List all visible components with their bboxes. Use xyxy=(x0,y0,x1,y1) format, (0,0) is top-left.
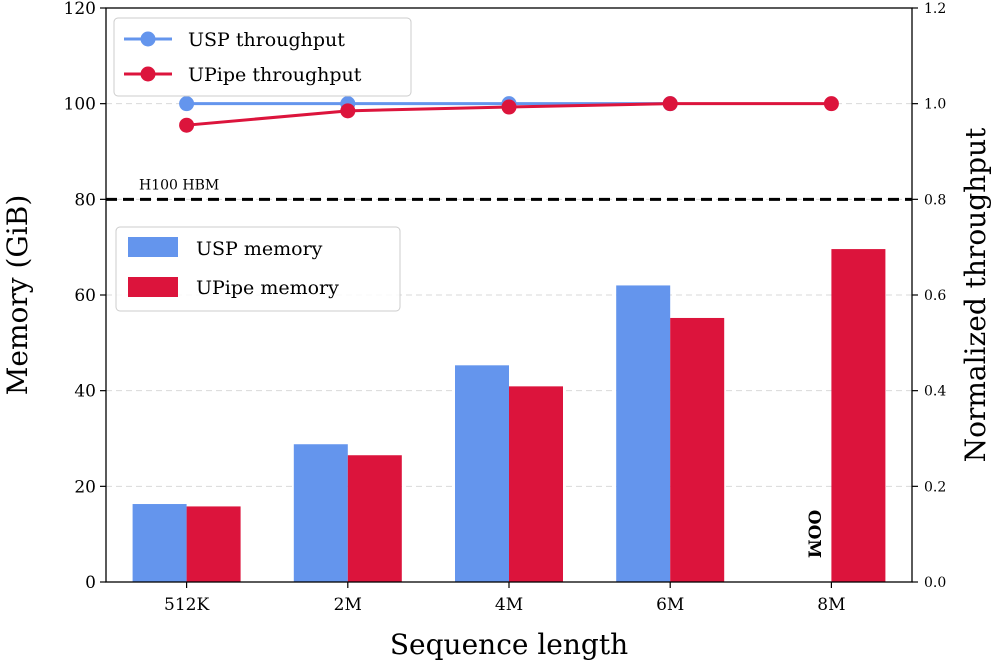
axis-ticks: 0 20 40 60 80 100 120 0.0 0.2 0.4 0.6 0.8 1.0 1.2 512K… xyxy=(64,0,947,615)
y-right-tick-label: 0.6 xyxy=(924,288,946,304)
x-tick-label: 6M xyxy=(656,595,684,615)
legend-swatch-upipe-memory xyxy=(128,277,178,297)
legend-throughput: USP throughput UPipe throughput xyxy=(113,17,412,97)
legend-label-upipe-throughput: UPipe throughput xyxy=(188,64,362,86)
y-axis-left-title: Memory (GiB) xyxy=(1,195,34,396)
legend-memory: USP memory UPipe memory xyxy=(115,226,401,312)
legend-marker-usp-throughput xyxy=(140,31,156,47)
oom-annotation: OOM xyxy=(803,510,823,559)
y-right-tick-label: 1.0 xyxy=(924,97,946,113)
x-tick-label: 4M xyxy=(495,595,523,615)
throughput-lines xyxy=(179,96,839,133)
y-left-tick-label: 60 xyxy=(74,286,96,306)
bar-upipe-memory xyxy=(186,506,241,582)
bar-usp-memory xyxy=(132,504,187,582)
legend-label-upipe-memory: UPipe memory xyxy=(196,277,339,299)
bar-upipe-memory xyxy=(509,386,563,582)
bar-usp-memory xyxy=(455,365,509,582)
point-upipe-throughput xyxy=(179,117,195,133)
legend-marker-upipe-throughput xyxy=(140,66,156,82)
bar-usp-memory xyxy=(616,285,671,582)
y-right-tick-label: 0.4 xyxy=(924,384,946,400)
x-axis-title: Sequence length xyxy=(390,628,628,661)
legend-label-usp-memory: USP memory xyxy=(196,238,323,260)
point-upipe-throughput xyxy=(501,99,517,115)
bars xyxy=(132,249,886,582)
x-tick-label: 2M xyxy=(334,595,362,615)
y-right-tick-label: 0.0 xyxy=(924,575,946,591)
y-left-tick-label: 100 xyxy=(64,95,96,115)
bar-upipe-memory xyxy=(347,455,402,582)
y-right-tick-label: 0.8 xyxy=(924,192,946,208)
y-left-tick-label: 40 xyxy=(74,382,96,402)
hbm-reference-label: H100 HBM xyxy=(139,177,219,193)
x-tick-label: 512K xyxy=(164,595,209,615)
y-left-tick-label: 80 xyxy=(74,190,96,210)
point-usp-throughput xyxy=(179,96,195,112)
y-right-tick-label: 0.2 xyxy=(924,479,946,495)
bar-upipe-memory xyxy=(670,317,725,582)
y-right-tick-label: 1.2 xyxy=(924,1,946,17)
point-upipe-throughput xyxy=(823,96,839,112)
legend-label-usp-throughput: USP throughput xyxy=(188,29,345,51)
point-upipe-throughput xyxy=(340,103,356,119)
y-left-tick-label: 20 xyxy=(74,477,96,497)
bar-usp-memory xyxy=(293,444,348,582)
y-left-tick-label: 0 xyxy=(85,573,96,593)
legend-swatch-usp-memory xyxy=(128,237,178,257)
bar-upipe-memory xyxy=(831,249,886,582)
y-axis-right-title: Normalized throughput xyxy=(959,127,992,463)
x-tick-label: 8M xyxy=(817,595,845,615)
point-upipe-throughput xyxy=(662,96,678,112)
y-left-tick-label: 120 xyxy=(64,0,96,19)
